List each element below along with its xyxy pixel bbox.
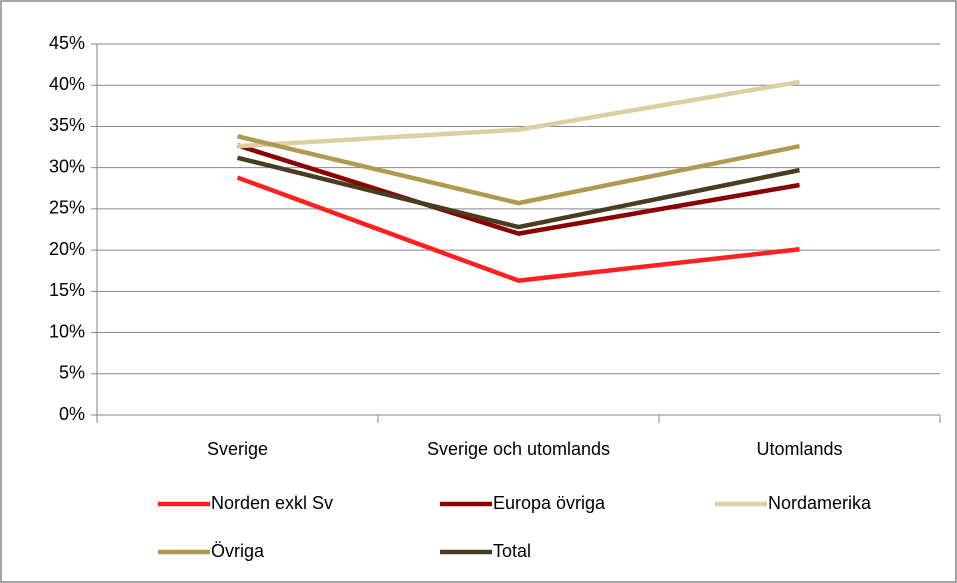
series-line [236, 143, 800, 236]
series-line [236, 155, 800, 230]
series-line [237, 79, 800, 149]
legend-label: Europa övriga [493, 493, 606, 513]
y-tick-label: 40% [49, 74, 85, 94]
x-tick-label: Sverige och utomlands [427, 439, 610, 459]
y-tick-label: 0% [59, 404, 85, 424]
series-line [236, 134, 800, 206]
y-tick-label: 45% [49, 33, 85, 53]
series-line [236, 175, 800, 283]
y-tick-label: 5% [59, 363, 85, 383]
y-tick-label: 20% [49, 239, 85, 259]
y-tick-label: 30% [49, 156, 85, 176]
legend-label: Övriga [211, 541, 265, 561]
x-tick-label: Sverige [207, 439, 268, 459]
y-tick-label: 35% [49, 115, 85, 135]
legend-label: Norden exkl Sv [211, 493, 333, 513]
y-tick-label: 25% [49, 198, 85, 218]
legend-label: Total [493, 541, 531, 561]
legend-label: Nordamerika [768, 493, 872, 513]
y-tick-label: 10% [49, 321, 85, 341]
x-tick-label: Utomlands [756, 439, 842, 459]
y-tick-label: 15% [49, 280, 85, 300]
